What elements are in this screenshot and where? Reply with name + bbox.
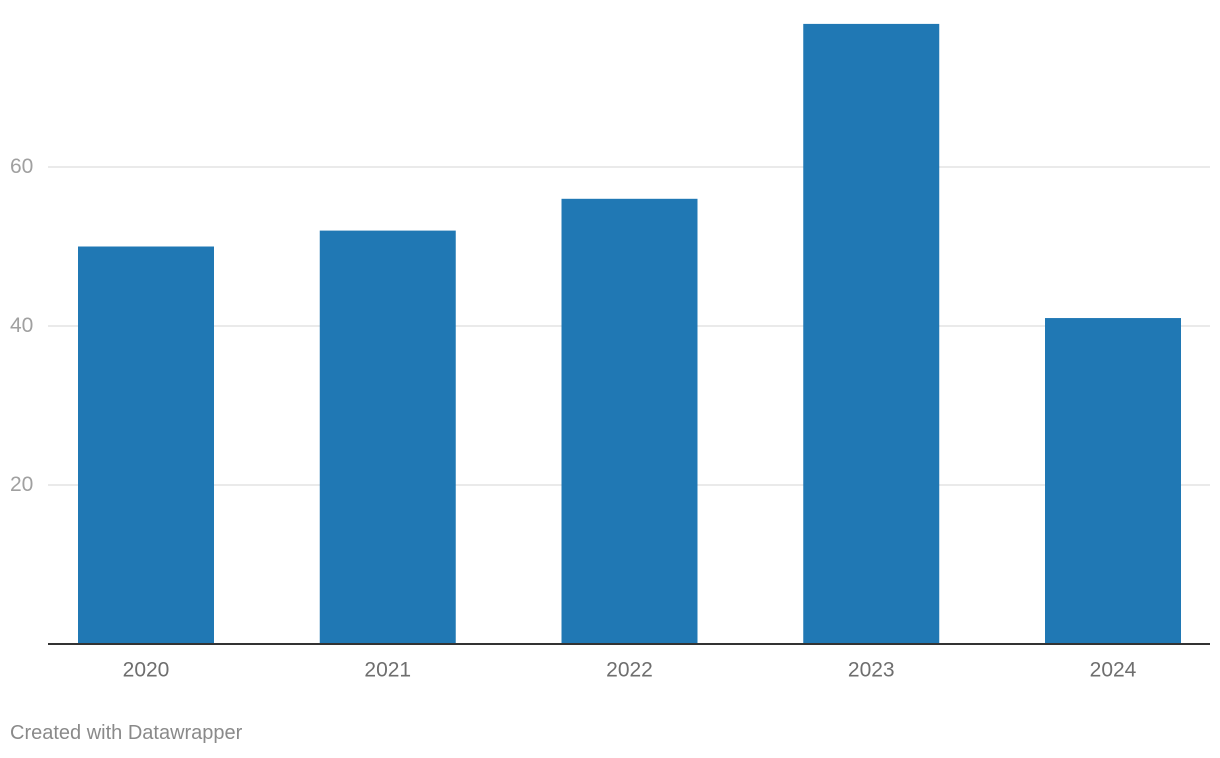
bar-2020 xyxy=(78,246,214,644)
bars xyxy=(78,23,1181,645)
y-tick-label-20: 20 xyxy=(10,473,33,496)
x-category-label-2020: 2020 xyxy=(123,659,170,682)
bar-2021 xyxy=(319,230,456,644)
credit-text: Created with Datawrapper xyxy=(10,722,243,744)
x-axis-category-labels: 2020 2021 2022 2023 2024 xyxy=(123,659,1137,682)
x-category-label-2022: 2022 xyxy=(606,659,653,682)
y-axis-tick-labels: 20 40 60 xyxy=(10,155,33,496)
y-tick-label-40: 40 xyxy=(10,314,33,337)
x-category-label-2021: 2021 xyxy=(364,659,411,682)
bar-2023 xyxy=(803,23,940,644)
y-tick-label-60: 60 xyxy=(10,155,33,178)
bar-2024 xyxy=(1045,318,1181,644)
x-category-label-2023: 2023 xyxy=(848,659,895,682)
bar-2022 xyxy=(561,198,698,645)
x-category-label-2024: 2024 xyxy=(1090,659,1137,682)
